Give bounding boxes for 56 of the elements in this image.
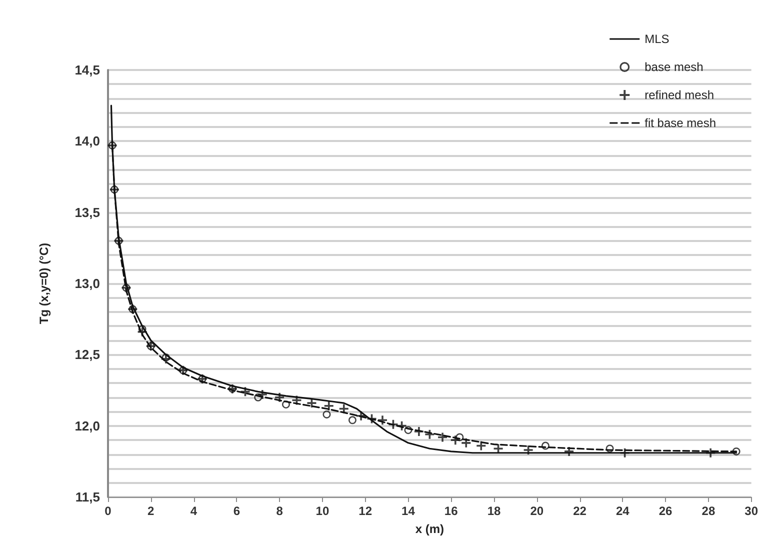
legend-label: refined mesh [644,88,714,102]
x-tick-label: 6 [233,504,240,518]
point [606,444,614,453]
legend-label: fit base mesh [644,116,716,130]
y-tick-label: 14,0 [74,134,100,149]
x-tick-label: 22 [573,504,587,518]
x-tick-label: 2 [148,504,155,518]
point [462,438,471,448]
x-tick-label: 8 [276,504,284,518]
y-axis-title: Tg (x,y=0) (°C) [37,242,51,324]
point [425,430,434,439]
x-tick-label: 24 [616,504,630,518]
y-tick-label: 12,0 [74,418,100,434]
point [404,426,412,434]
point [322,410,331,418]
y-tick-label: 11,5 [75,490,100,504]
y-tick-label: 13,5 [74,204,100,220]
point [732,447,740,456]
point [620,448,630,458]
point [378,416,387,425]
point [307,398,316,408]
point [258,390,267,400]
x-tick-label: 4 [190,504,198,518]
x-tick-label: 30 [744,504,758,518]
legend-label: MLS [644,32,670,46]
x-tick-label: 28 [702,504,716,518]
point [324,401,334,410]
y-tick-label: 14,5 [74,62,100,78]
point [494,444,503,454]
point [438,432,448,442]
x-tick-label: 12 [358,504,372,518]
x-tick-label: 16 [444,504,458,518]
x-tick-label: 20 [530,504,544,518]
x-axis-title: x (m) [415,522,444,536]
x-tick-label: 0 [104,504,112,518]
point [414,427,424,436]
point [275,392,284,402]
point [476,441,486,450]
x-tick-label: 14 [402,504,416,518]
legend-label: base mesh [644,60,704,74]
point [450,436,460,445]
point [356,411,366,420]
point [282,400,290,408]
point [388,420,398,429]
x-tick-label: 18 [487,504,501,518]
point [541,442,550,450]
point [564,446,574,456]
x-tick-label: 26 [658,504,673,518]
point [524,446,533,455]
y-tick-label: 12,5 [74,347,100,362]
point [706,448,716,458]
y-tick-label: 13,0 [74,276,100,291]
point [348,416,356,424]
x-tick-label: 10 [316,504,330,518]
point [339,404,348,414]
point [138,327,147,336]
